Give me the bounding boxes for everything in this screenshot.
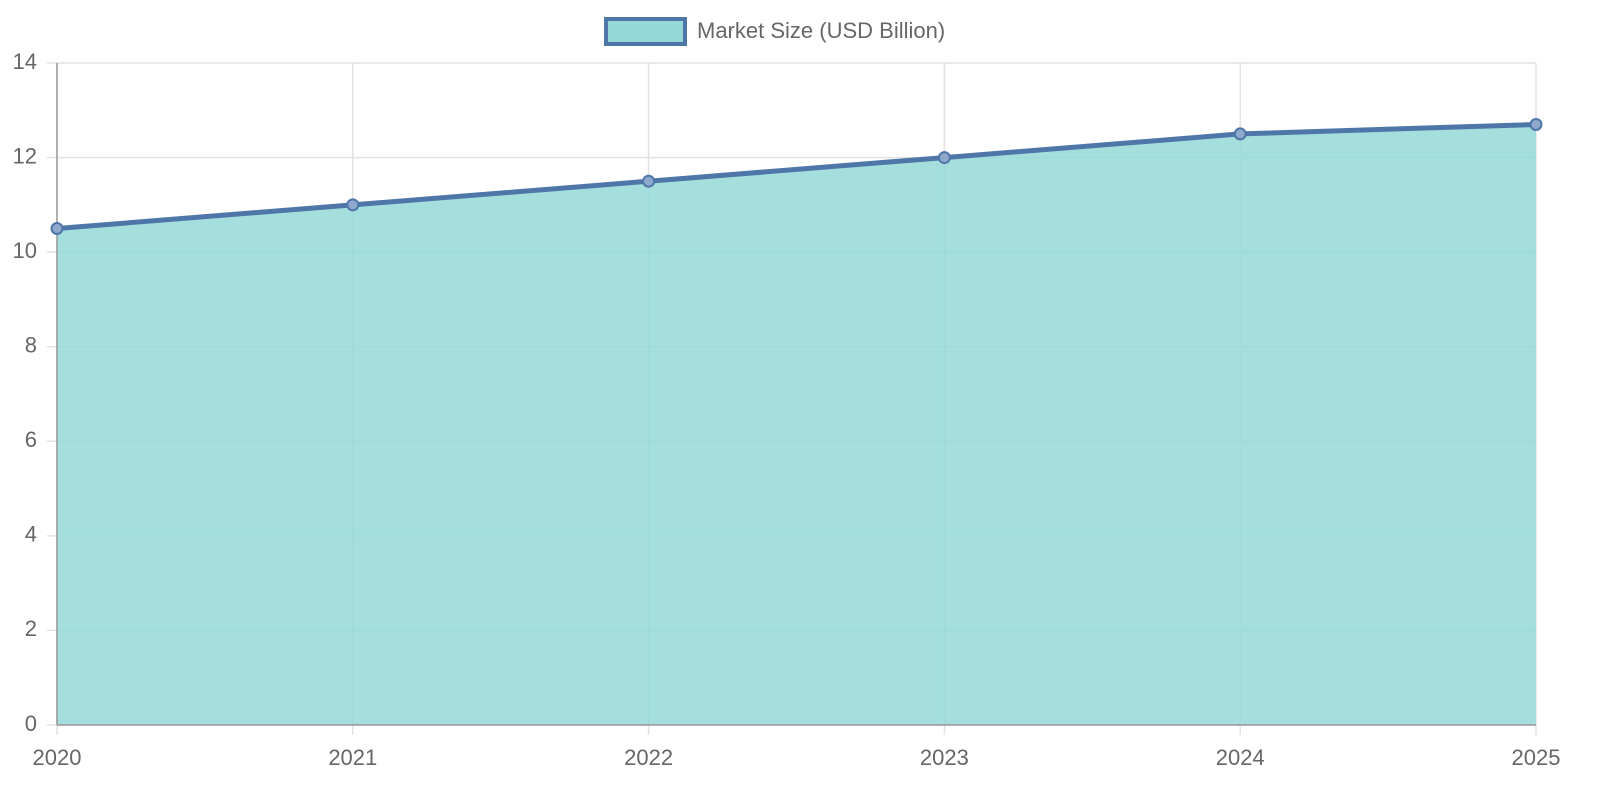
point bbox=[1233, 127, 1247, 141]
point bbox=[937, 151, 951, 165]
x-tick-label: 2021 bbox=[328, 745, 377, 770]
x-tick-label: 2023 bbox=[920, 745, 969, 770]
line bbox=[56, 121, 1537, 231]
point bbox=[642, 174, 656, 188]
x-tick-label: 2022 bbox=[624, 745, 673, 770]
legend-label: Market Size (USD Billion) bbox=[697, 18, 945, 43]
y-tick-label: 2 bbox=[25, 616, 37, 641]
y-tick-label: 4 bbox=[25, 522, 37, 547]
point bbox=[50, 222, 64, 235]
y-tick-label: 8 bbox=[25, 333, 37, 358]
y-tick-label: 12 bbox=[13, 143, 37, 168]
x-tick-label: 2025 bbox=[1512, 745, 1561, 770]
y-tick-label: 6 bbox=[25, 427, 37, 452]
point bbox=[1529, 117, 1543, 131]
legend-swatch bbox=[604, 17, 687, 46]
x-tick-label: 2024 bbox=[1216, 745, 1265, 770]
y-tick-label: 0 bbox=[25, 711, 37, 736]
point bbox=[346, 198, 360, 212]
x-tick-label: 2020 bbox=[33, 745, 82, 770]
y-tick-label: 10 bbox=[13, 238, 37, 263]
area bbox=[57, 124, 1536, 725]
y-tick-label: 14 bbox=[13, 49, 37, 74]
